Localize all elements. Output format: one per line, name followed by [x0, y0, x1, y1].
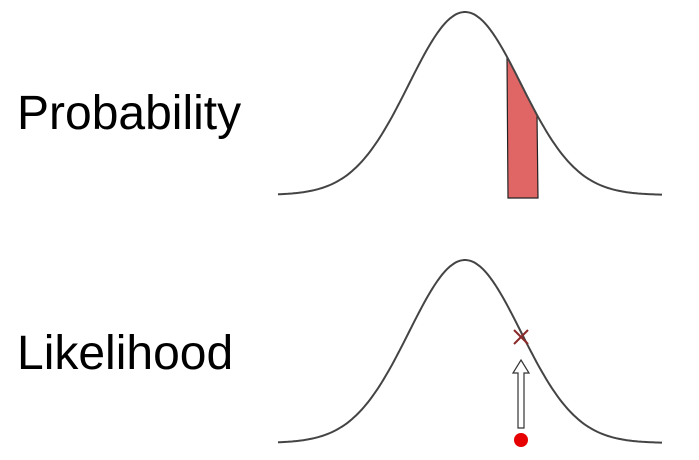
top-curve [277, 11, 662, 196]
probability-area [506, 56, 539, 199]
probability-label: Probability [17, 87, 241, 140]
arrow [511, 358, 531, 429]
observation-dot [514, 433, 528, 447]
x-marker [513, 329, 529, 345]
likelihood-label: Likelihood [17, 327, 233, 380]
bottom-curve [277, 259, 662, 444]
x-marker-stroke [513, 329, 529, 345]
